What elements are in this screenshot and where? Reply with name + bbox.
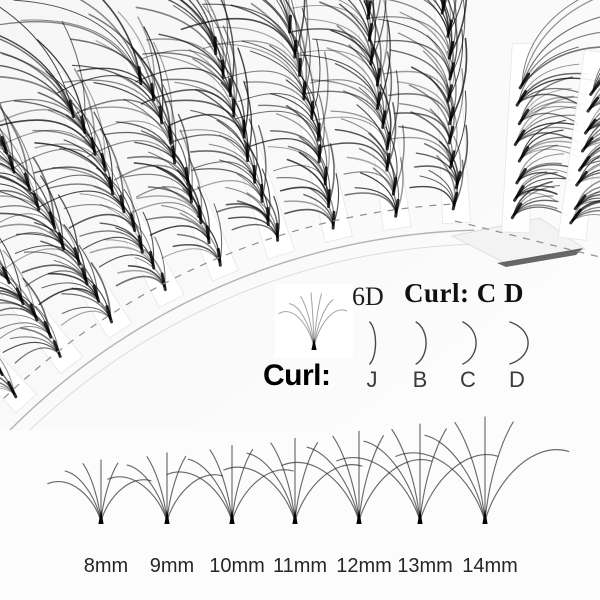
length-label: 11mm <box>272 555 328 577</box>
curl-row-label: Curl: <box>263 359 331 392</box>
six-d-fan-icon <box>278 292 348 350</box>
length-label: 10mm <box>209 555 265 577</box>
length-label: 14mm <box>462 555 518 577</box>
six-d-fan-swatch <box>275 284 353 358</box>
curl-type-label: C <box>460 367 476 392</box>
curl-type-label: J <box>366 367 378 392</box>
lash-tray-photo <box>0 0 600 430</box>
fan-dimension-label: 6D <box>352 282 384 311</box>
curl-spec-heading: Curl: C D <box>404 278 524 308</box>
length-label: 13mm <box>397 555 453 577</box>
length-label: 9mm <box>149 555 195 577</box>
curl-type-curves <box>369 321 529 365</box>
length-label: 12mm <box>336 555 392 577</box>
length-fan-row <box>47 416 570 524</box>
length-label: 8mm <box>83 555 129 577</box>
curl-type-label: B <box>412 367 428 392</box>
curl-type-label: D <box>509 367 525 392</box>
